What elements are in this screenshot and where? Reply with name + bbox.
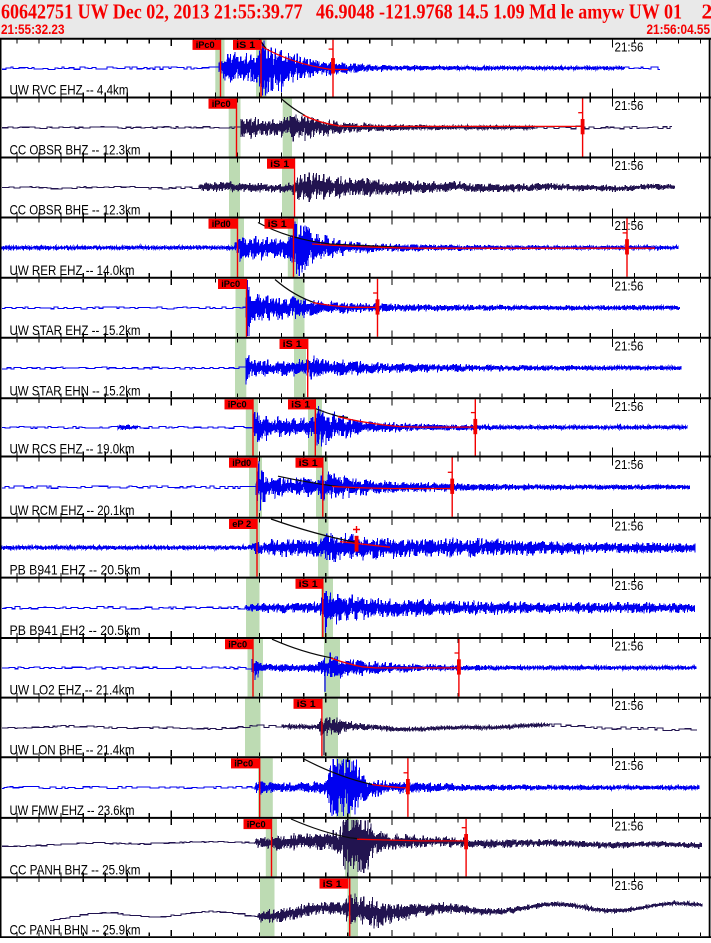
svg-text:UW RVC EHZ -- 4.4km: UW RVC EHZ -- 4.4km bbox=[10, 82, 129, 98]
svg-text:21:56: 21:56 bbox=[615, 878, 644, 893]
svg-text:iPc0: iPc0 bbox=[228, 639, 247, 650]
svg-text:CC OBSR BHZ -- 12.3km: CC OBSR BHZ -- 12.3km bbox=[10, 142, 141, 158]
svg-text:iPd0: iPd0 bbox=[212, 219, 231, 230]
svg-text:iS 1: iS 1 bbox=[291, 400, 311, 411]
svg-text:21:56: 21:56 bbox=[615, 518, 644, 533]
svg-text:iPc0: iPc0 bbox=[221, 279, 240, 290]
svg-text:iS 1: iS 1 bbox=[299, 458, 319, 469]
svg-text:UW RCM EHZ -- 20.1km: UW RCM EHZ -- 20.1km bbox=[10, 502, 135, 518]
svg-text:iPc0: iPc0 bbox=[228, 400, 247, 411]
svg-text:21:56: 21:56 bbox=[615, 698, 644, 713]
svg-text:iS 1: iS 1 bbox=[268, 219, 288, 230]
svg-text:21:56: 21:56 bbox=[615, 158, 644, 173]
svg-text:21:55:32.23: 21:55:32.23 bbox=[1, 21, 65, 37]
svg-text:21:56: 21:56 bbox=[615, 98, 644, 113]
svg-text:iS 1: iS 1 bbox=[299, 579, 319, 590]
svg-text:21:56: 21:56 bbox=[615, 758, 644, 773]
svg-text:UW STAR EHZ -- 15.2km: UW STAR EHZ -- 15.2km bbox=[10, 322, 141, 338]
svg-text:UW RER EHZ -- 14.0km: UW RER EHZ -- 14.0km bbox=[10, 262, 135, 278]
svg-text:21:56: 21:56 bbox=[615, 639, 644, 654]
svg-text:iPc0: iPc0 bbox=[196, 40, 215, 51]
svg-text:21:56:04.55: 21:56:04.55 bbox=[647, 21, 711, 37]
svg-text:CC OBSR BHE -- 12.3km: CC OBSR BHE -- 12.3km bbox=[10, 202, 141, 218]
svg-text:iPc0: iPc0 bbox=[247, 819, 266, 830]
svg-text:UW LO2 EHZ -- 21.4km: UW LO2 EHZ -- 21.4km bbox=[10, 682, 135, 698]
svg-text:UW FMW EHZ -- 23.6km: UW FMW EHZ -- 23.6km bbox=[10, 802, 135, 818]
svg-text:CC PANH BHN -- 25.9km: CC PANH BHN -- 25.9km bbox=[10, 921, 141, 937]
svg-text:eP 2: eP 2 bbox=[232, 519, 251, 530]
svg-text:iS 1: iS 1 bbox=[297, 699, 317, 710]
svg-text:iS 1: iS 1 bbox=[270, 159, 290, 170]
svg-text:21:56: 21:56 bbox=[615, 578, 644, 593]
svg-text:21:56: 21:56 bbox=[615, 338, 644, 353]
svg-text:iS 1: iS 1 bbox=[323, 879, 343, 890]
svg-text:21:56: 21:56 bbox=[615, 39, 644, 54]
svg-text:PB B941 EH2 -- 20.5km: PB B941 EH2 -- 20.5km bbox=[10, 622, 141, 638]
svg-text:iPc0: iPc0 bbox=[234, 759, 253, 770]
svg-text:21:56: 21:56 bbox=[615, 278, 644, 293]
svg-text:iPc0: iPc0 bbox=[212, 99, 231, 110]
svg-text:60642751 UW Dec 02, 2013 21:55: 60642751 UW Dec 02, 2013 21:55:39.77 46.… bbox=[1, 0, 682, 24]
svg-text:21:56: 21:56 bbox=[615, 399, 644, 414]
svg-text:21:56: 21:56 bbox=[615, 218, 644, 233]
svg-text:iPd0: iPd0 bbox=[232, 458, 251, 469]
svg-text:UW STAR EHN -- 15.2km: UW STAR EHN -- 15.2km bbox=[10, 382, 141, 398]
svg-text:21:56: 21:56 bbox=[615, 457, 644, 472]
svg-text:CC PANH BHZ -- 25.9km: CC PANH BHZ -- 25.9km bbox=[10, 862, 141, 878]
svg-text:iS 1: iS 1 bbox=[283, 339, 303, 350]
svg-text:21:56: 21:56 bbox=[615, 819, 644, 834]
svg-text:PB B941 EHZ -- 20.5km: PB B941 EHZ -- 20.5km bbox=[10, 562, 141, 578]
svg-text:iS 1: iS 1 bbox=[236, 40, 256, 51]
svg-text:UW LON BHE -- 21.4km: UW LON BHE -- 21.4km bbox=[10, 741, 135, 757]
svg-text:UW RCS EHZ -- 19.0km: UW RCS EHZ -- 19.0km bbox=[10, 441, 135, 457]
